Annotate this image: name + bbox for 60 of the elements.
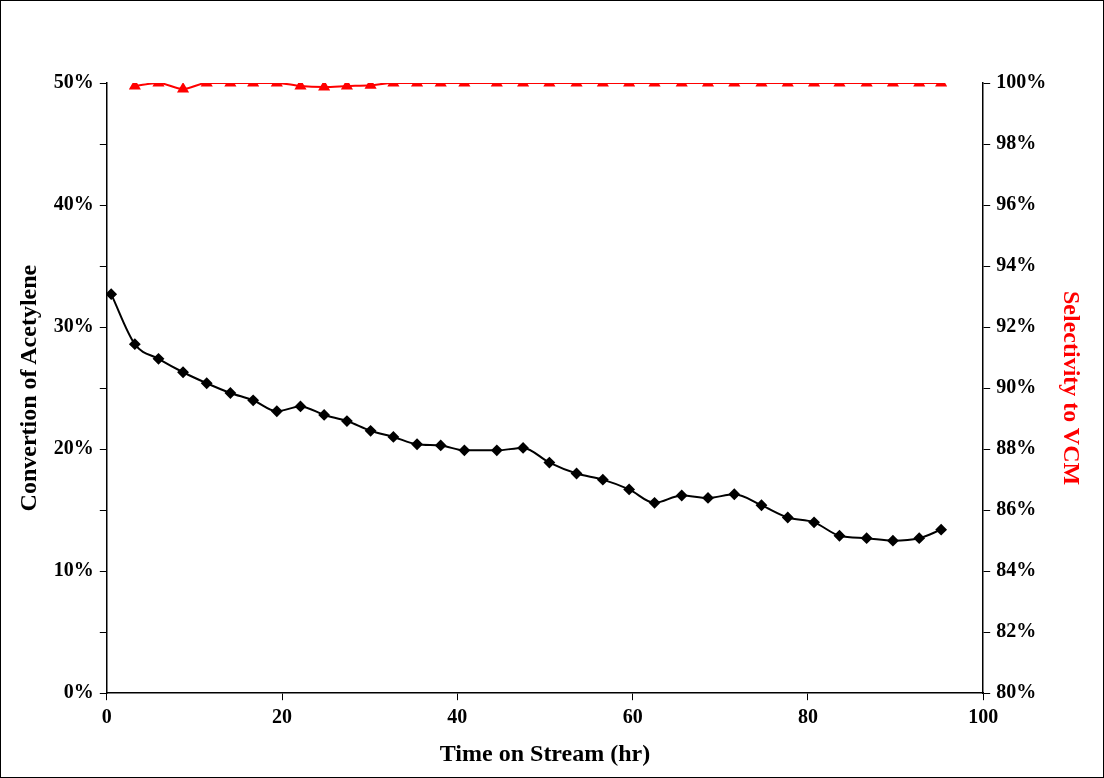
point <box>702 492 714 504</box>
point <box>177 366 189 378</box>
y2-tick-label: 92% <box>996 314 1037 337</box>
y2-tick-label: 86% <box>996 497 1037 520</box>
y-tick-label: 10% <box>53 558 94 581</box>
x-axis-title: Time on Stream (hr) <box>439 739 651 766</box>
point <box>728 488 740 500</box>
point <box>517 442 529 454</box>
point <box>341 415 353 427</box>
point <box>435 439 447 451</box>
y-tick-label: 40% <box>53 192 94 215</box>
point <box>676 490 688 501</box>
point <box>271 405 283 417</box>
y2-tick-label: 88% <box>996 436 1037 459</box>
point <box>623 483 635 495</box>
point <box>755 499 767 511</box>
x-tick-label: 60 <box>622 705 643 728</box>
point <box>365 425 377 437</box>
point <box>808 516 820 528</box>
y-tick-label: 20% <box>53 436 94 459</box>
y-tick-label: 30% <box>53 314 94 337</box>
point <box>247 394 259 406</box>
point <box>411 438 423 450</box>
x-tick-label: 20 <box>272 705 293 728</box>
point <box>887 535 899 547</box>
y2-tick-label: 96% <box>996 192 1037 215</box>
point <box>294 400 306 412</box>
y-tick-label: 0% <box>63 680 94 703</box>
y2-axis-title: Selectivity to VCM <box>1059 291 1086 486</box>
point <box>387 431 399 443</box>
x-tick-label: 0 <box>101 705 112 728</box>
point <box>491 444 503 456</box>
point <box>649 497 661 509</box>
y2-tick-label: 84% <box>996 558 1037 581</box>
x-tick-label: 80 <box>797 705 818 728</box>
point <box>318 409 330 421</box>
y2-tick-label: 98% <box>996 131 1037 154</box>
y2-tick-label: 82% <box>996 619 1037 642</box>
y2-tick-label: 94% <box>996 253 1037 276</box>
point <box>153 353 165 365</box>
y2-tick-label: 90% <box>996 375 1037 398</box>
point <box>129 338 141 350</box>
point <box>458 444 470 456</box>
y-axis-title: Convertion of Acetylene <box>14 264 41 512</box>
y2-tick-label: 100% <box>996 70 1047 93</box>
x-tick-label: 100 <box>968 705 999 728</box>
point <box>543 457 555 469</box>
point <box>913 532 925 544</box>
y2-tick-label: 80% <box>996 680 1037 703</box>
point <box>861 532 873 544</box>
point <box>782 511 794 523</box>
point <box>935 524 947 536</box>
point <box>597 474 609 486</box>
point <box>201 377 213 389</box>
point <box>224 387 236 399</box>
point <box>833 530 845 542</box>
point <box>571 468 583 480</box>
x-tick-label: 40 <box>447 705 468 728</box>
y-tick-label: 50% <box>53 70 94 93</box>
point <box>106 288 117 300</box>
